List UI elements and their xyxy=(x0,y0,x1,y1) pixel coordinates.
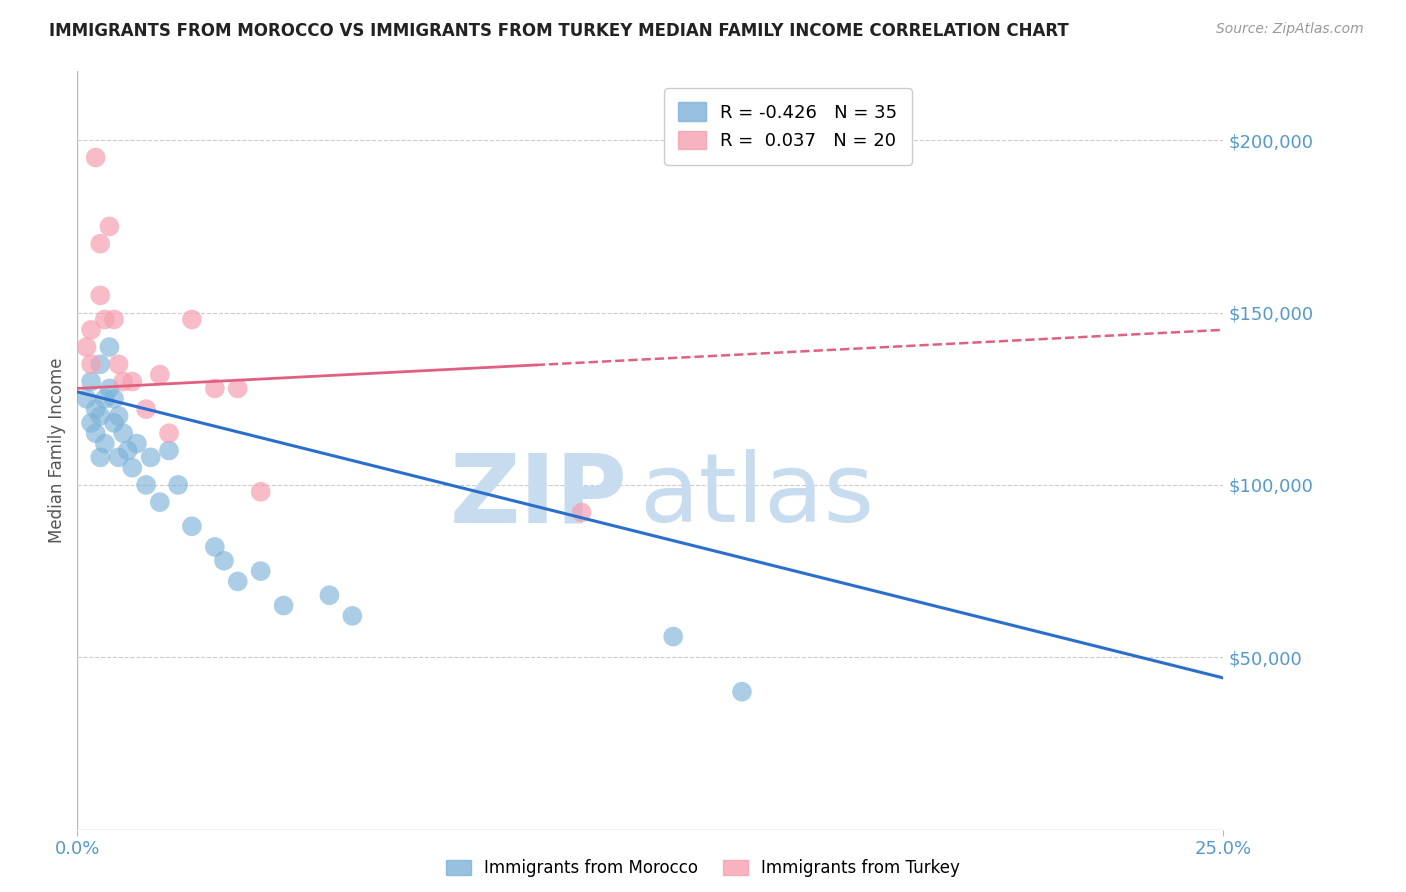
Point xyxy=(180,312,204,326)
Point xyxy=(84,426,107,441)
Point xyxy=(80,416,103,430)
Point xyxy=(103,392,125,406)
Point xyxy=(157,426,180,441)
Point xyxy=(103,416,125,430)
Point xyxy=(80,375,103,389)
Text: Source: ZipAtlas.com: Source: ZipAtlas.com xyxy=(1216,22,1364,37)
Point xyxy=(89,357,111,371)
Point xyxy=(94,312,117,326)
Text: atlas: atlas xyxy=(638,450,875,542)
Point xyxy=(149,368,172,382)
Point xyxy=(107,450,129,465)
Point xyxy=(180,519,204,533)
Point xyxy=(226,381,249,395)
Point xyxy=(107,357,129,371)
Point xyxy=(135,402,157,417)
Point xyxy=(76,340,98,354)
Text: IMMIGRANTS FROM MOROCCO VS IMMIGRANTS FROM TURKEY MEDIAN FAMILY INCOME CORRELATI: IMMIGRANTS FROM MOROCCO VS IMMIGRANTS FR… xyxy=(49,22,1069,40)
Point xyxy=(107,409,129,423)
Point xyxy=(94,392,117,406)
Point xyxy=(249,564,271,578)
Point xyxy=(98,381,121,395)
Point xyxy=(204,540,226,554)
Point xyxy=(121,375,143,389)
Point xyxy=(76,392,98,406)
Point xyxy=(103,312,125,326)
Point xyxy=(80,323,103,337)
Point xyxy=(139,450,162,465)
Point xyxy=(112,426,135,441)
Text: ZIP: ZIP xyxy=(450,450,627,542)
Point xyxy=(571,506,593,520)
Point xyxy=(318,588,340,602)
Point xyxy=(89,450,111,465)
Point xyxy=(342,608,364,623)
Point xyxy=(80,357,103,371)
Point xyxy=(149,495,172,509)
Legend: R = -0.426   N = 35, R =  0.037   N = 20: R = -0.426 N = 35, R = 0.037 N = 20 xyxy=(664,88,911,165)
Point xyxy=(157,443,180,458)
Y-axis label: Median Family Income: Median Family Income xyxy=(48,358,66,543)
Point xyxy=(121,460,143,475)
Point xyxy=(212,554,235,568)
Point xyxy=(204,381,226,395)
Point xyxy=(273,599,295,613)
Point xyxy=(89,288,111,302)
Point xyxy=(117,443,139,458)
Point xyxy=(125,436,148,450)
Point xyxy=(135,478,157,492)
Point xyxy=(662,630,685,644)
Point xyxy=(167,478,190,492)
Point xyxy=(94,436,117,450)
Point xyxy=(84,402,107,417)
Point xyxy=(731,684,754,698)
Point xyxy=(89,409,111,423)
Point xyxy=(84,151,107,165)
Point xyxy=(89,236,111,251)
Point xyxy=(226,574,249,589)
Point xyxy=(249,484,271,499)
Point xyxy=(98,340,121,354)
Legend: Immigrants from Morocco, Immigrants from Turkey: Immigrants from Morocco, Immigrants from… xyxy=(439,853,967,884)
Point xyxy=(112,375,135,389)
Point xyxy=(98,219,121,234)
